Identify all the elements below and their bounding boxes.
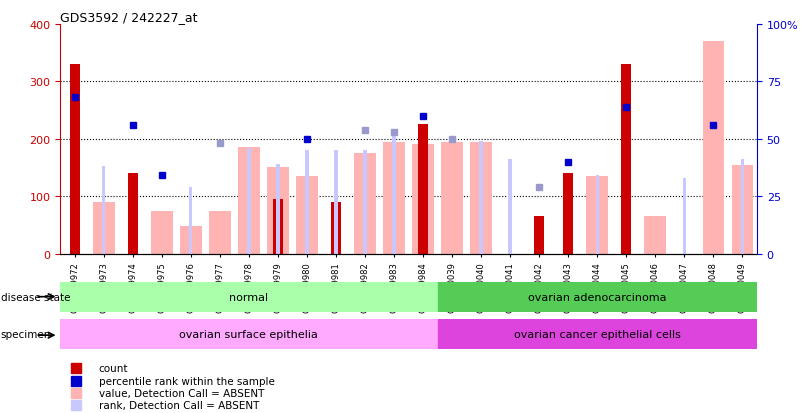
- Bar: [331, 202, 341, 254]
- Bar: [151, 211, 172, 254]
- Bar: [209, 211, 231, 254]
- Bar: [383, 142, 405, 254]
- Bar: [60, 282, 437, 312]
- Bar: [682, 178, 686, 254]
- Bar: [586, 177, 608, 254]
- Bar: [102, 167, 106, 254]
- Bar: [741, 160, 744, 254]
- Bar: [267, 168, 288, 254]
- Bar: [127, 174, 138, 254]
- Bar: [470, 142, 492, 254]
- Bar: [305, 151, 308, 254]
- Text: specimen: specimen: [1, 329, 51, 339]
- Bar: [595, 176, 599, 254]
- Bar: [296, 177, 318, 254]
- Bar: [354, 154, 376, 254]
- Bar: [273, 199, 283, 254]
- Bar: [509, 160, 512, 254]
- Bar: [563, 174, 574, 254]
- Text: rank, Detection Call = ABSENT: rank, Detection Call = ABSENT: [99, 400, 260, 410]
- Text: ovarian adenocarcinoma: ovarian adenocarcinoma: [528, 292, 666, 302]
- Bar: [276, 165, 280, 254]
- Bar: [479, 142, 483, 254]
- Text: disease state: disease state: [1, 292, 70, 302]
- Bar: [437, 282, 757, 312]
- Text: percentile rank within the sample: percentile rank within the sample: [99, 376, 275, 386]
- Text: ovarian surface epithelia: ovarian surface epithelia: [179, 329, 318, 339]
- Text: ovarian cancer epithelial cells: ovarian cancer epithelial cells: [513, 329, 681, 339]
- Bar: [731, 165, 753, 254]
- Bar: [702, 42, 724, 254]
- Text: count: count: [99, 363, 128, 373]
- Text: GDS3592 / 242227_at: GDS3592 / 242227_at: [60, 11, 198, 24]
- Text: normal: normal: [229, 292, 268, 302]
- Bar: [189, 188, 192, 254]
- Bar: [247, 149, 251, 254]
- Bar: [363, 151, 367, 254]
- Bar: [180, 226, 202, 254]
- Bar: [392, 133, 396, 254]
- Bar: [622, 65, 631, 254]
- Bar: [413, 145, 434, 254]
- Bar: [60, 319, 437, 349]
- Bar: [441, 142, 463, 254]
- Bar: [534, 217, 544, 254]
- Bar: [334, 151, 338, 254]
- Text: value, Detection Call = ABSENT: value, Detection Call = ABSENT: [99, 388, 264, 398]
- Bar: [645, 217, 666, 254]
- Bar: [437, 319, 757, 349]
- Bar: [418, 125, 428, 254]
- Bar: [93, 202, 115, 254]
- Bar: [70, 65, 79, 254]
- Bar: [238, 148, 260, 254]
